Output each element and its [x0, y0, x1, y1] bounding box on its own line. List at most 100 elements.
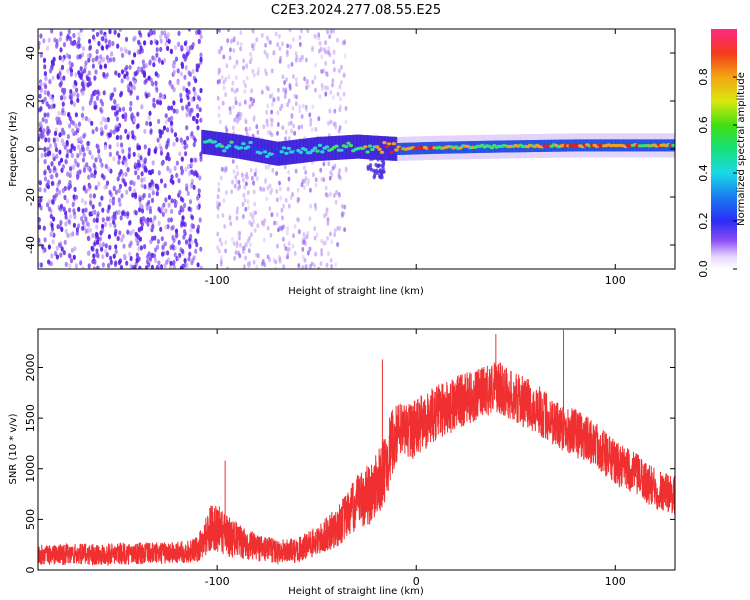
noise-mark — [42, 57, 47, 63]
signal-band-mark — [212, 140, 217, 144]
noise-mark — [123, 111, 127, 117]
noise-mark — [43, 176, 48, 182]
noise-mark — [54, 192, 59, 198]
noise-mark — [117, 209, 121, 215]
noise-mark — [301, 103, 305, 109]
noise-mark — [307, 250, 310, 256]
noise-mark — [266, 185, 270, 191]
noise-mark — [266, 35, 269, 41]
noise-mark — [330, 239, 334, 245]
noise-mark — [253, 42, 257, 47]
noise-mark — [256, 223, 260, 229]
noise-mark — [309, 121, 313, 127]
noise-mark — [264, 164, 268, 170]
noise-mark — [245, 75, 249, 81]
noise-mark — [95, 217, 99, 223]
noise-mark — [66, 148, 70, 154]
noise-mark — [306, 79, 309, 84]
noise-mark — [282, 203, 286, 209]
noise-mark — [81, 208, 85, 214]
noise-mark — [103, 144, 107, 150]
noise-mark — [76, 92, 80, 99]
noise-mark — [87, 263, 91, 269]
noise-mark — [83, 64, 87, 70]
signal-band-core — [392, 136, 395, 161]
noise-mark — [90, 172, 94, 178]
noise-mark — [107, 234, 111, 240]
noise-mark — [243, 89, 247, 94]
noise-mark — [149, 217, 153, 223]
noise-mark — [165, 155, 169, 161]
noise-mark — [301, 265, 305, 269]
noise-mark — [151, 190, 155, 196]
noise-mark — [293, 224, 297, 229]
noise-mark — [225, 128, 229, 134]
noise-mark — [246, 199, 250, 205]
noise-mark — [38, 180, 43, 186]
noise-mark — [111, 40, 115, 47]
noise-mark — [132, 181, 136, 187]
noise-mark — [294, 101, 298, 107]
noise-mark — [43, 146, 47, 152]
noise-mark — [289, 120, 293, 126]
noise-mark — [159, 146, 163, 152]
noise-mark — [338, 125, 342, 130]
noise-mark — [291, 192, 294, 197]
signal-band-core — [381, 136, 384, 161]
noise-mark — [281, 224, 284, 230]
noise-mark — [249, 51, 253, 57]
noise-mark — [61, 187, 65, 194]
noise-mark — [176, 255, 180, 262]
noise-mark — [157, 266, 161, 269]
noise-mark — [163, 183, 167, 189]
colorbar-tick-label: 0.2 — [697, 212, 710, 230]
noise-mark — [228, 55, 232, 61]
noise-mark — [75, 42, 79, 48]
noise-mark — [300, 29, 303, 34]
noise-mark — [131, 228, 135, 234]
noise-mark — [148, 182, 152, 188]
noise-mark — [69, 170, 73, 176]
noise-mark — [160, 236, 164, 242]
noise-mark — [327, 46, 331, 51]
signal-band-core — [386, 136, 389, 161]
noise-mark — [83, 200, 87, 206]
noise-mark — [234, 250, 238, 255]
noise-mark — [313, 33, 317, 39]
noise-mark — [154, 80, 158, 86]
noise-mark — [164, 144, 169, 150]
noise-mark — [58, 55, 62, 61]
noise-mark — [229, 47, 232, 53]
noise-mark — [121, 210, 125, 216]
signal-band-core — [222, 132, 225, 157]
noise-mark — [148, 256, 152, 262]
noise-mark — [86, 82, 90, 88]
noise-mark — [281, 125, 285, 130]
noise-mark — [71, 128, 75, 134]
noise-mark — [169, 260, 173, 266]
noise-mark — [224, 240, 228, 245]
noise-mark — [148, 205, 152, 211]
noise-mark — [289, 195, 293, 201]
signal-band-mark — [379, 150, 385, 154]
noise-mark — [179, 265, 183, 269]
noise-mark — [56, 119, 60, 125]
noise-mark — [296, 187, 300, 193]
noise-mark — [280, 207, 284, 213]
noise-mark — [250, 56, 253, 62]
colorbar-gradient — [711, 29, 737, 269]
noise-mark — [158, 92, 163, 98]
noise-mark — [287, 169, 290, 175]
noise-mark — [128, 186, 132, 192]
signal-band-core — [371, 135, 374, 160]
noise-mark — [68, 253, 72, 259]
noise-mark — [275, 171, 278, 176]
signal-band-mark — [365, 150, 370, 154]
noise-mark — [100, 246, 104, 252]
noise-mark — [329, 231, 332, 237]
noise-mark — [298, 229, 301, 235]
noise-mark — [328, 52, 332, 58]
signal-band-core — [248, 136, 251, 161]
noise-mark — [274, 31, 278, 37]
noise-mark — [241, 202, 245, 207]
